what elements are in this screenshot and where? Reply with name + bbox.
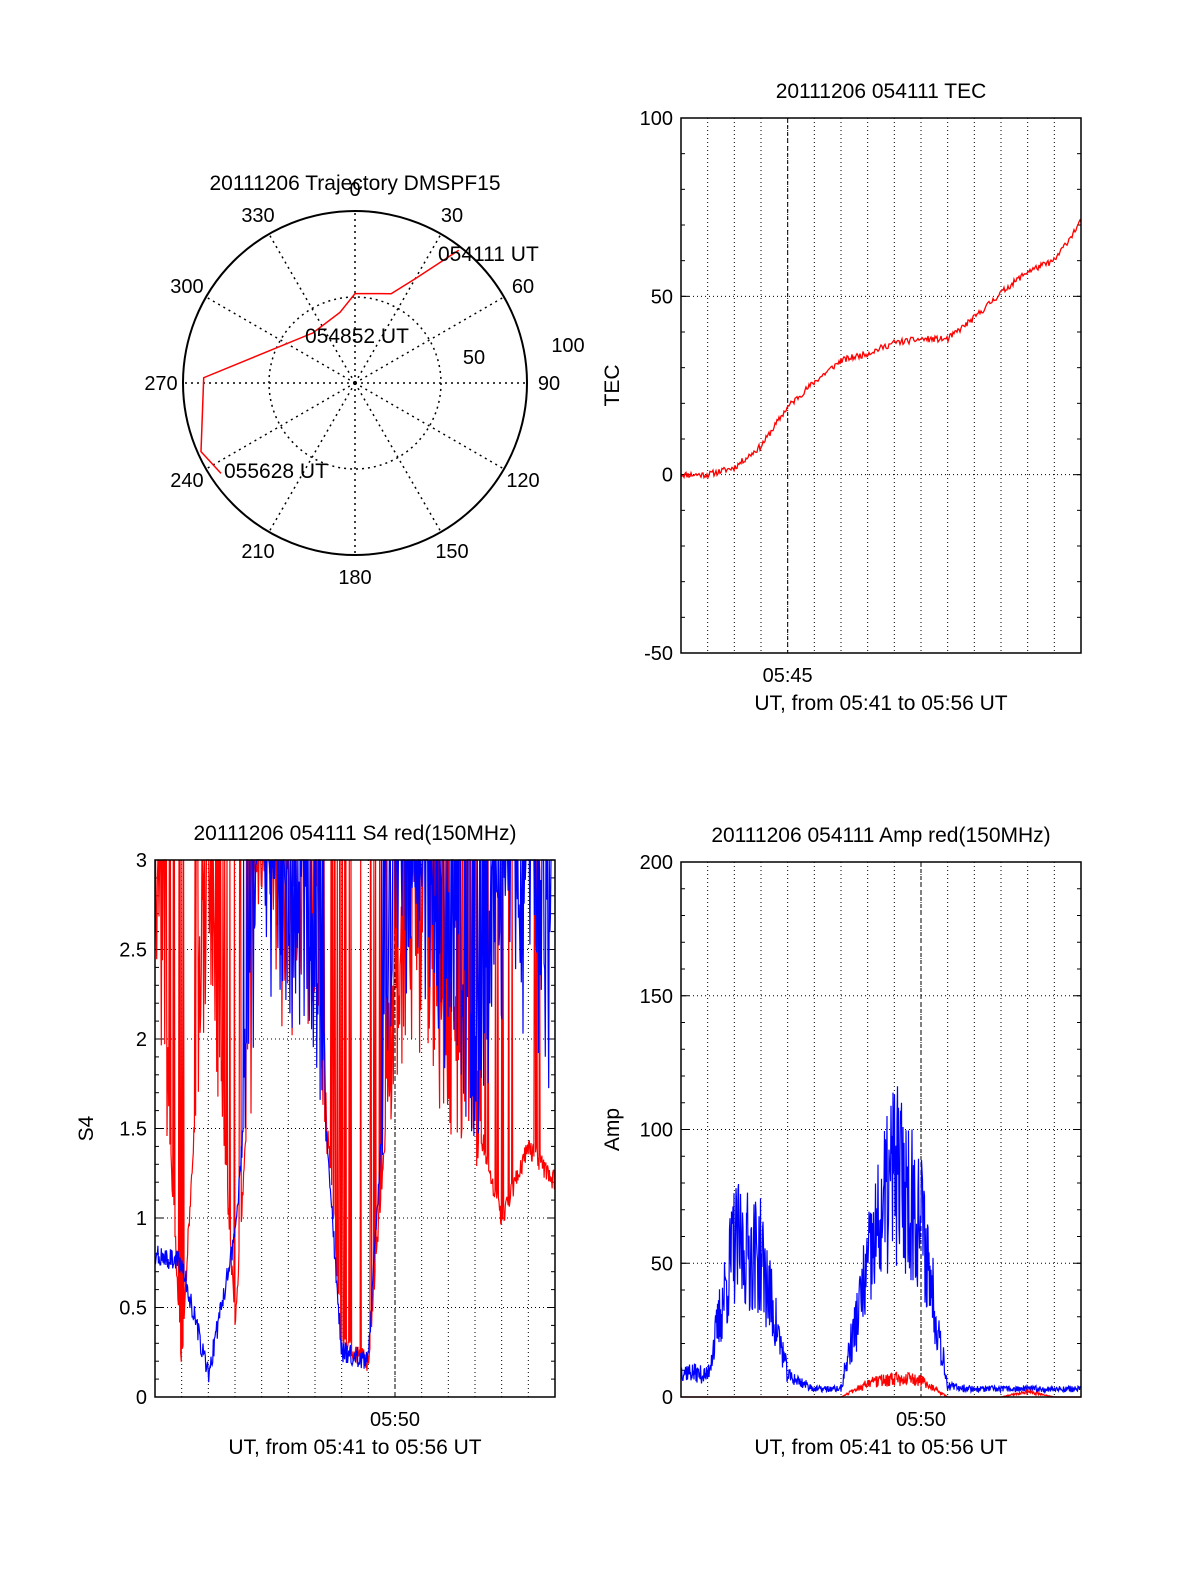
x-axis-label: UT, from 05:41 to 05:56 UT (754, 1436, 1007, 1459)
y-tick-label: 0 (662, 465, 673, 487)
angle-label: 0 (349, 179, 360, 201)
series-line-blue (680, 1086, 1081, 1395)
amp-chart: 0 50 100 150 200 05:50 20111206 054111 Amp red… (601, 824, 1082, 1459)
angle-label: 270 (144, 373, 177, 395)
y-tick-label: 1.5 (119, 1119, 147, 1141)
angle-label: 120 (506, 470, 539, 492)
y-tick-label: -50 (644, 643, 673, 665)
plot-frame (680, 861, 1082, 1398)
s4-chart: 0 0.5 1 1.5 2 2.5 3 05:50 20111206 054111 S4 red… (75, 822, 556, 1459)
tec-chart: -50 0 50 100 05:45 20111206 054111 TEC UT, fro… (601, 80, 1082, 715)
x-tick-label: 05:50 (896, 1409, 946, 1431)
angle-label: 90 (538, 373, 560, 395)
y-tick-label: 50 (651, 286, 673, 308)
series-line-blue (154, 859, 555, 1383)
y-tick-label: 200 (640, 852, 673, 874)
polar-spoke (205, 382, 356, 470)
series-line-red (681, 1371, 1081, 1398)
polar-outer-ring (182, 210, 528, 556)
polar-spoke (205, 296, 356, 384)
radial-label: 100 (551, 335, 584, 357)
polar-spoke (268, 233, 356, 384)
y-axis-label: S4 (75, 1115, 98, 1141)
plot-frame (680, 117, 1082, 654)
y-tick-label: 100 (640, 108, 673, 130)
y-tick-label: 1 (136, 1208, 147, 1230)
x-axis-label: UT, from 05:41 to 05:56 UT (228, 1436, 481, 1459)
y-tick-label: 2 (136, 1029, 147, 1051)
series-line-red (680, 218, 1082, 480)
mid-time-label: 054852 UT (305, 325, 409, 348)
y-tick-label: 150 (640, 986, 673, 1008)
chart-title: 20111206 054111 TEC (776, 80, 987, 103)
end-time-label: 055628 UT (224, 460, 328, 483)
angle-label: 30 (441, 205, 463, 227)
chart-title: 20111206 054111 Amp red(150MHz) (711, 824, 1050, 847)
polar-spoke (354, 233, 442, 384)
y-tick-label: 0 (662, 1387, 673, 1409)
angle-label: 300 (170, 276, 203, 298)
plot-frame (154, 859, 556, 1398)
x-axis-label: UT, from 05:41 to 05:56 UT (754, 692, 1007, 715)
y-axis-label: TEC (601, 365, 624, 407)
y-axis-label: Amp (601, 1108, 624, 1151)
y-tick-label: 3 (136, 850, 147, 872)
y-tick-label: 100 (640, 1120, 673, 1142)
angle-label: 240 (170, 470, 203, 492)
radial-label: 50 (463, 347, 485, 369)
chart-title: 20111206 054111 S4 red(150MHz) (194, 822, 517, 845)
y-tick-label: 0.5 (119, 1298, 147, 1320)
start-time-label: 054111 UT (438, 243, 539, 266)
y-tick-label: 2.5 (119, 940, 147, 962)
angle-label: 210 (241, 541, 274, 563)
chart-title: 20111206 Trajectory DMSPF15 (209, 172, 500, 195)
x-tick-label: 05:50 (370, 1409, 420, 1431)
x-tick-label: 05:45 (763, 665, 813, 687)
angle-label: 330 (241, 205, 274, 227)
polar-spoke (354, 382, 442, 533)
trajectory-line (200, 249, 460, 474)
y-tick-label: 50 (651, 1253, 673, 1275)
angle-label: 60 (512, 276, 534, 298)
angle-label: 150 (435, 541, 468, 563)
polar-spoke (354, 296, 505, 384)
angle-label: 180 (338, 567, 371, 589)
y-tick-label: 0 (136, 1387, 147, 1409)
polar-spoke (268, 382, 356, 533)
polar-spoke (354, 382, 505, 470)
